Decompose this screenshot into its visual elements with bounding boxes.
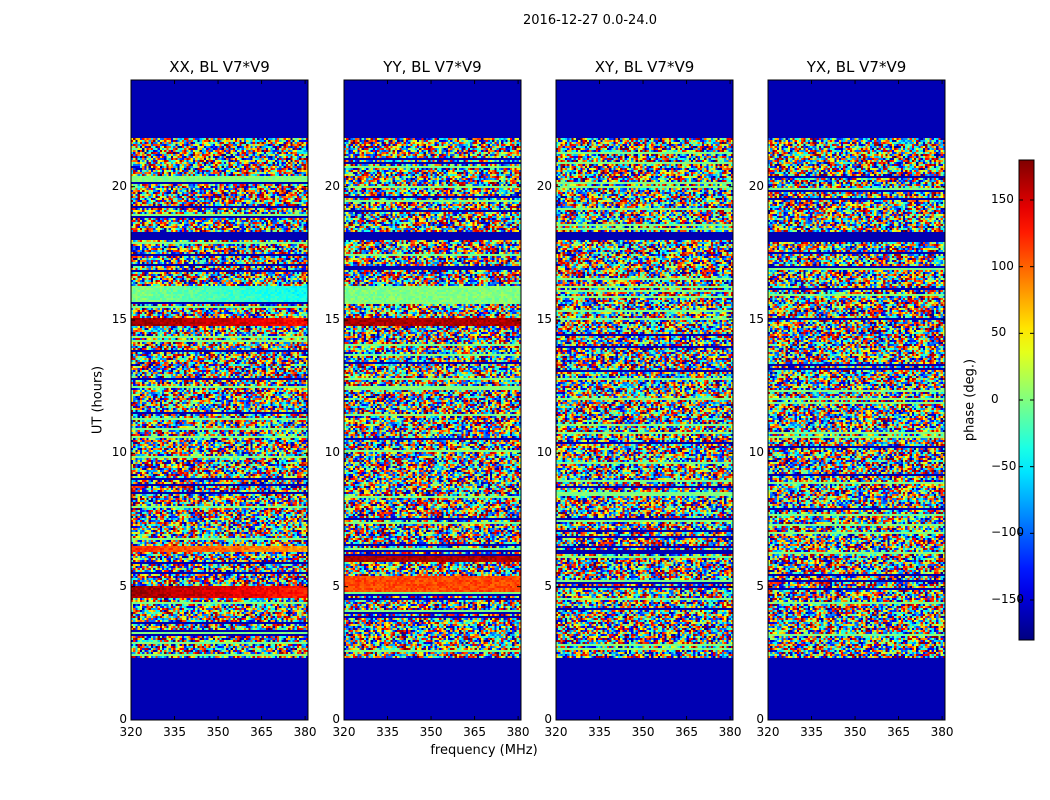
x-tick-label: 350 bbox=[419, 725, 443, 739]
panel-title-yy: YY, BL V7*V9 bbox=[383, 58, 482, 76]
y-tick-label: 0 bbox=[119, 712, 127, 726]
x-tick-label: 320 bbox=[756, 725, 780, 739]
y-axis-label: UT (hours) bbox=[90, 365, 106, 435]
y-tick-label: 5 bbox=[332, 578, 340, 593]
heatmap-xx bbox=[131, 80, 308, 720]
y-tick-label: 10 bbox=[748, 445, 764, 460]
x-tick-label: 350 bbox=[631, 725, 655, 739]
panel-title-xx: XX, BL V7*V9 bbox=[169, 58, 270, 76]
colorbar-tick-label: −100 bbox=[991, 525, 1024, 540]
x-tick-label: 380 bbox=[506, 725, 530, 739]
panel-title-xy: XY, BL V7*V9 bbox=[594, 58, 695, 76]
panel-frame-yy bbox=[343, 79, 522, 721]
y-tick-label: 0 bbox=[544, 712, 552, 726]
x-tick-label: 335 bbox=[588, 725, 611, 739]
panel-frame-yx bbox=[767, 79, 946, 721]
y-tick-label: 10 bbox=[111, 445, 127, 460]
y-tick-label: 5 bbox=[756, 578, 764, 593]
y-tick-label: 20 bbox=[324, 178, 340, 193]
y-tick-label: 15 bbox=[536, 312, 552, 326]
figure-title: 2016-12-27 0.0-24.0 bbox=[523, 13, 657, 28]
x-tick-label: 320 bbox=[332, 725, 356, 739]
x-tick-label: 365 bbox=[675, 725, 699, 739]
y-tick-label: 15 bbox=[111, 312, 127, 326]
x-tick-label: 350 bbox=[843, 725, 867, 739]
heatmap-xy bbox=[556, 80, 733, 720]
y-tick-label: 10 bbox=[324, 445, 340, 460]
colorbar-tick-label: 50 bbox=[991, 325, 1007, 340]
x-tick-label: 365 bbox=[250, 725, 274, 739]
x-tick-label: 320 bbox=[544, 725, 568, 739]
y-tick-label: 20 bbox=[111, 178, 127, 193]
y-tick-label: 10 bbox=[536, 445, 552, 460]
x-tick-label: 335 bbox=[800, 725, 823, 739]
x-tick-label: 380 bbox=[930, 725, 954, 739]
x-tick-label: 365 bbox=[887, 725, 911, 739]
colorbar-tick-label: −150 bbox=[991, 592, 1024, 606]
colorbar-label: phase (deg.) bbox=[962, 358, 978, 442]
y-tick-label: 15 bbox=[748, 312, 764, 326]
panel-frame-xy bbox=[555, 79, 734, 721]
y-tick-label: 5 bbox=[119, 578, 127, 593]
y-tick-label: 20 bbox=[536, 178, 552, 193]
x-tick-label: 335 bbox=[376, 725, 399, 739]
x-tick-label: 365 bbox=[463, 725, 487, 739]
colorbar-tick-label: 150 bbox=[991, 192, 1014, 206]
x-tick-label: 350 bbox=[206, 725, 230, 739]
y-tick-label: 0 bbox=[756, 712, 764, 726]
x-tick-label: 380 bbox=[293, 725, 317, 739]
heatmap-yy bbox=[344, 80, 521, 720]
panel-frame-xx bbox=[130, 79, 309, 721]
x-axis-label: frequency (MHz) bbox=[430, 743, 538, 758]
heatmap-yx bbox=[768, 80, 945, 720]
colorbar-tick-label: 0 bbox=[991, 392, 999, 406]
x-tick-label: 380 bbox=[718, 725, 742, 739]
x-tick-label: 320 bbox=[119, 725, 143, 739]
y-tick-label: 5 bbox=[544, 578, 552, 593]
y-tick-label: 20 bbox=[748, 178, 764, 193]
y-tick-label: 0 bbox=[332, 712, 340, 726]
colorbar-tick-label: −50 bbox=[991, 458, 1017, 473]
panel-title-yx: YX, BL V7*V9 bbox=[806, 58, 907, 76]
y-tick-label: 15 bbox=[324, 312, 340, 326]
colorbar-tick-label: 100 bbox=[991, 258, 1014, 273]
x-tick-label: 335 bbox=[163, 725, 186, 739]
